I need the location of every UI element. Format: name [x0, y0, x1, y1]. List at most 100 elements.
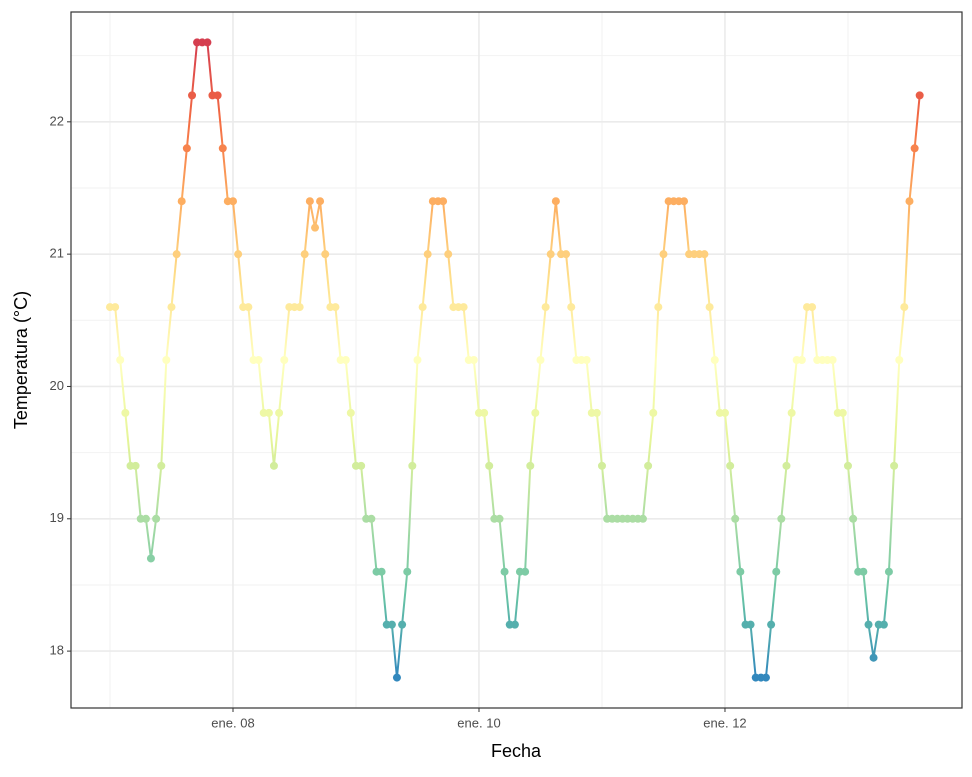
point	[341, 356, 350, 364]
point	[859, 567, 868, 576]
point	[203, 38, 212, 47]
point	[869, 653, 878, 662]
point	[311, 223, 320, 232]
point	[116, 356, 125, 364]
point	[280, 356, 289, 364]
point	[305, 197, 314, 206]
point	[408, 461, 417, 470]
point	[495, 514, 504, 523]
point	[777, 514, 786, 523]
point	[736, 567, 745, 576]
point	[485, 461, 494, 470]
point	[772, 567, 781, 576]
y-tick-label: 18	[50, 643, 64, 658]
point	[782, 461, 791, 470]
point	[761, 673, 770, 682]
point	[828, 356, 837, 364]
point	[300, 250, 309, 259]
point	[787, 408, 796, 417]
point	[644, 461, 653, 470]
point	[915, 91, 924, 100]
point	[157, 461, 166, 470]
point	[879, 620, 888, 629]
point	[910, 144, 919, 153]
point	[700, 250, 709, 259]
point	[864, 620, 873, 629]
point	[316, 197, 325, 206]
point	[331, 303, 340, 312]
point	[567, 303, 576, 312]
point	[649, 408, 658, 417]
point	[121, 408, 130, 417]
point	[562, 250, 571, 259]
point	[182, 144, 191, 153]
point	[638, 514, 647, 523]
point	[131, 461, 140, 470]
point	[413, 356, 422, 364]
point	[439, 197, 448, 206]
y-tick-label: 20	[50, 378, 64, 393]
point	[387, 620, 396, 629]
point	[654, 303, 663, 312]
panel-border	[70, 11, 963, 709]
point	[592, 408, 601, 417]
point	[905, 197, 914, 206]
point	[720, 408, 729, 417]
point	[710, 356, 719, 364]
x-tick-label: ene. 10	[457, 715, 500, 730]
point	[146, 554, 155, 563]
point	[890, 461, 899, 470]
point	[295, 303, 304, 312]
point	[218, 144, 227, 153]
point	[346, 408, 355, 417]
point	[659, 250, 668, 259]
point	[767, 620, 776, 629]
point	[510, 620, 519, 629]
point	[444, 250, 453, 259]
point	[357, 461, 366, 470]
point	[392, 673, 401, 682]
point	[526, 461, 535, 470]
point	[269, 461, 278, 470]
point	[234, 250, 243, 259]
point	[275, 408, 284, 417]
y-tick-label: 21	[50, 246, 64, 261]
point	[141, 514, 150, 523]
point	[213, 91, 222, 100]
point	[726, 461, 735, 470]
point	[228, 197, 237, 206]
point	[705, 303, 714, 312]
point	[403, 567, 412, 576]
point	[167, 303, 176, 312]
point	[536, 356, 545, 364]
point	[531, 408, 540, 417]
point	[418, 303, 427, 312]
point	[172, 250, 181, 259]
point	[808, 303, 817, 312]
point	[746, 620, 755, 629]
point	[680, 197, 689, 206]
point	[398, 620, 407, 629]
point	[541, 303, 550, 312]
point	[367, 514, 376, 523]
point	[244, 303, 253, 312]
x-tick-label: ene. 12	[703, 715, 746, 730]
point	[582, 356, 591, 364]
point	[177, 197, 186, 206]
x-tick-label: ene. 08	[211, 715, 254, 730]
point	[459, 303, 468, 312]
point	[838, 408, 847, 417]
point	[500, 567, 509, 576]
point	[546, 250, 555, 259]
point	[551, 197, 560, 206]
point	[162, 356, 171, 364]
point	[254, 356, 263, 364]
point	[188, 91, 197, 100]
point	[521, 567, 530, 576]
point	[900, 303, 909, 312]
point	[480, 408, 489, 417]
point	[731, 514, 740, 523]
x-axis-title: Fecha	[491, 741, 542, 761]
